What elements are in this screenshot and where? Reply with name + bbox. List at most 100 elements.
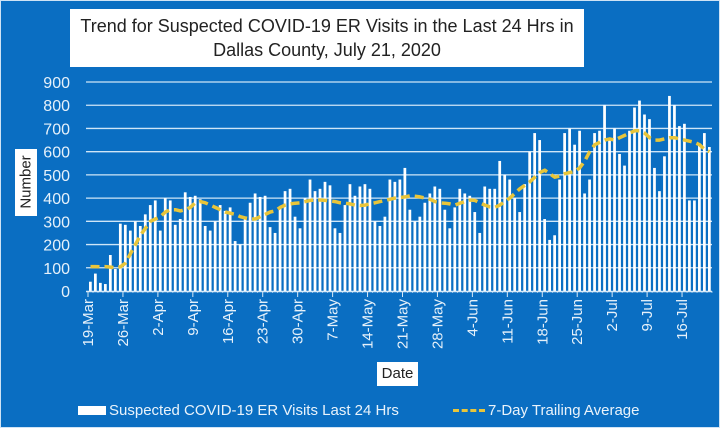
bar (503, 174, 507, 291)
x-tick-label: 2-Jul (604, 299, 621, 332)
bar (693, 200, 696, 291)
bar (88, 281, 92, 291)
bar (113, 268, 117, 291)
bar (248, 202, 252, 291)
bar (278, 207, 282, 291)
bar (228, 207, 232, 291)
bar (193, 195, 197, 291)
y-tick-label: 200 (43, 238, 70, 255)
bar (493, 188, 497, 291)
bar (343, 205, 347, 291)
bar (393, 181, 397, 291)
bar (133, 221, 137, 291)
bar (233, 241, 237, 291)
x-tick-label: 21-May (394, 299, 411, 350)
y-tick-label: 0 (61, 284, 70, 301)
bar (348, 184, 352, 291)
bar (508, 179, 512, 291)
legend-bar-swatch (78, 406, 106, 415)
bar (303, 198, 307, 291)
x-tick-label: 14-May (360, 299, 377, 350)
trailing-average-line (90, 129, 711, 270)
bar (553, 235, 556, 291)
y-tick-label: 400 (43, 191, 70, 208)
x-tick-label: 4-Jun (464, 299, 481, 337)
legend-item-bars: Suspected COVID-19 ER Visits Last 24 Hrs (78, 402, 399, 419)
x-axis (86, 290, 713, 297)
bar (378, 225, 382, 291)
bar (283, 191, 287, 291)
bar (293, 216, 297, 291)
bar (578, 130, 581, 291)
bar (268, 227, 272, 291)
y-tick-label: 300 (43, 214, 70, 231)
bar (478, 232, 482, 291)
bar (373, 221, 377, 291)
bar (243, 216, 247, 291)
y-tick-label: 100 (43, 261, 70, 278)
x-tick-label: 9-Apr (185, 299, 202, 336)
bar (483, 186, 487, 291)
chart-title-line-1: Trend for Suspected COVID-19 ER Visits i… (80, 16, 574, 36)
bar (398, 179, 402, 291)
bar (458, 188, 462, 291)
bar (448, 228, 452, 291)
bar (183, 192, 187, 291)
y-tick-label: 700 (43, 121, 70, 138)
bar (223, 210, 227, 291)
bar (218, 205, 222, 291)
x-tick-labels: 19-Mar 26-Mar 2-Apr 9-Apr 16-Apr 23-Apr 30-Apr… (80, 299, 691, 350)
legend-line-label: 7-Day Trailing Average (488, 402, 640, 419)
x-tick-label: 16-Apr (220, 299, 237, 344)
bar (123, 224, 127, 291)
y-axis-label-box (15, 149, 37, 216)
bar (623, 165, 626, 291)
bar (168, 200, 172, 291)
bar (548, 239, 552, 291)
bar (328, 185, 332, 291)
bar (593, 133, 596, 291)
chart-title-line-2: Dallas County, July 21, 2020 (213, 40, 441, 60)
bar (413, 221, 417, 291)
bar (543, 219, 547, 291)
bar (93, 273, 97, 291)
x-tick-label: 25-Jun (569, 299, 586, 345)
y-tick-labels: 0 100 200 300 400 500 600 700 800 900 (43, 75, 70, 301)
bar (333, 228, 337, 291)
bar (208, 230, 212, 291)
bar (488, 188, 492, 291)
bar (703, 133, 706, 291)
bar (538, 140, 542, 291)
bar (468, 195, 472, 291)
x-tick-label: 26-Mar (115, 299, 132, 347)
bar (288, 188, 292, 291)
bar (143, 214, 147, 291)
bar (678, 126, 681, 291)
bar (308, 179, 312, 291)
x-tick-label: 23-Apr (255, 299, 272, 344)
bar (98, 282, 102, 291)
bar (633, 107, 636, 292)
bar (258, 196, 262, 291)
bar (298, 228, 302, 291)
x-tick-label: 9-Jul (639, 299, 656, 332)
bar (428, 193, 432, 291)
bar (318, 188, 322, 291)
bar (673, 105, 676, 291)
bar (683, 123, 686, 291)
bar (658, 191, 661, 291)
bar (638, 100, 641, 291)
y-tick-label: 600 (43, 145, 70, 162)
bar (563, 133, 566, 291)
x-tick-label: 19-Mar (80, 299, 97, 347)
bar (498, 160, 502, 291)
bar (533, 133, 537, 291)
x-tick-label: 16-Jul (674, 299, 691, 340)
bar (573, 144, 576, 291)
bar (383, 216, 387, 291)
bar (358, 186, 362, 291)
bar (403, 167, 407, 291)
bar (213, 221, 217, 291)
bar (668, 95, 671, 291)
